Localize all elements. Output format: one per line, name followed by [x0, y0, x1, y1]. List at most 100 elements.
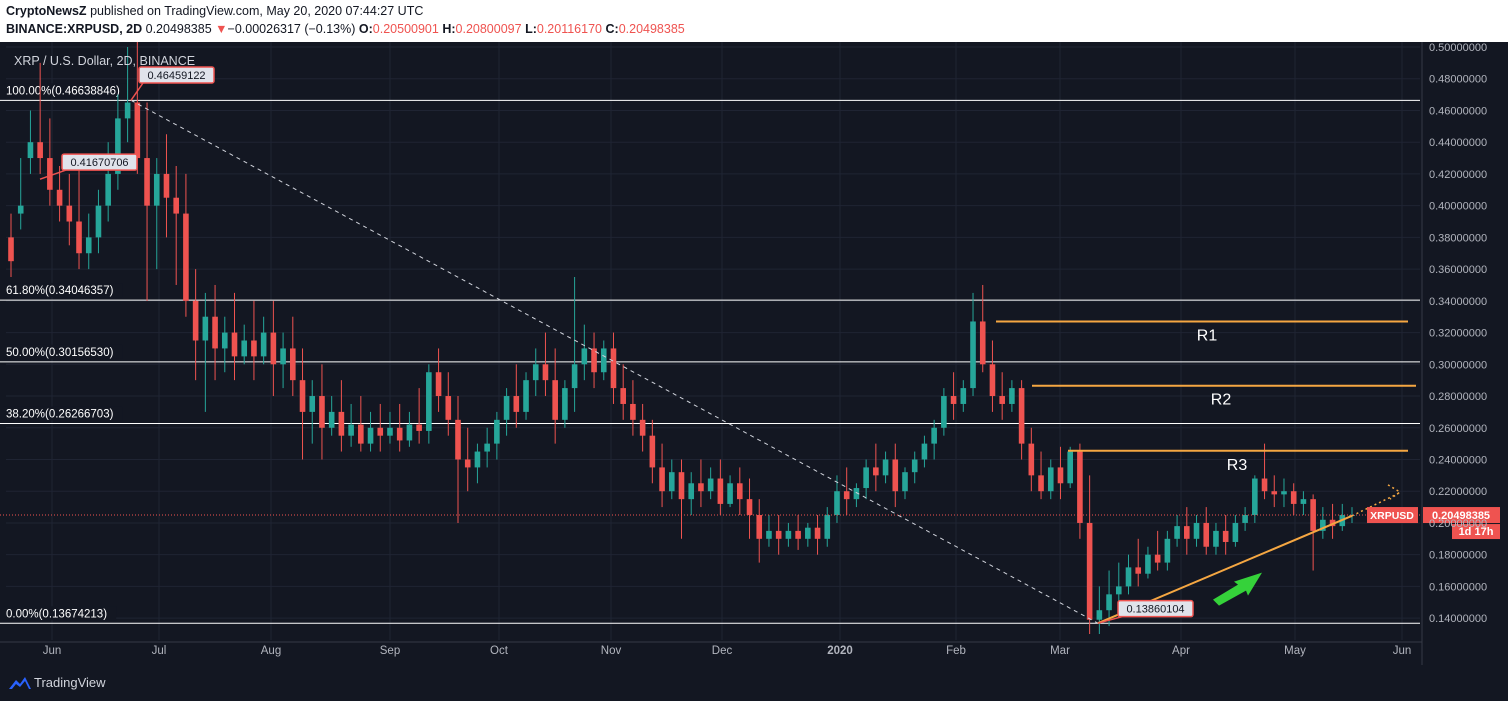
- candle-body: [37, 142, 43, 159]
- open-label: O:: [358, 22, 373, 36]
- y-tick-label: 0.24000000: [1429, 454, 1487, 466]
- author-name[interactable]: CryptoNewsZ: [6, 4, 87, 18]
- candle-body: [805, 527, 811, 539]
- candle-body: [426, 372, 432, 431]
- projection-arrow: [1387, 484, 1402, 500]
- candle-body: [989, 364, 996, 397]
- publish-info: CryptoNewsZ published on TradingView.com…: [6, 4, 423, 18]
- candle-body: [1164, 538, 1171, 563]
- candle-body: [1154, 554, 1161, 563]
- y-tick-label: 0.36000000: [1429, 264, 1487, 276]
- y-tick-label: 0.26000000: [1429, 423, 1487, 435]
- fib-label-bg: [3, 406, 123, 421]
- candle-body: [377, 427, 384, 436]
- candle-body: [552, 380, 558, 420]
- candle-body: [911, 459, 918, 473]
- candle-body: [1115, 586, 1122, 595]
- candle-body: [1281, 491, 1287, 495]
- candle-body: [610, 348, 617, 389]
- symbol-line: BINANCE:XRPUSD, 2D: [6, 22, 143, 36]
- symbol-badge-text: XRPUSD: [1370, 510, 1414, 522]
- price-chart[interactable]: 100.00%(0.46638846) 61.80%(0.34046357) 50.…: [0, 31, 1508, 665]
- fib-label-bg: [3, 344, 123, 359]
- overlays: R1 R2 R3 0.46459122 0.41670706 0.13860104 XRPU…: [0, 66, 1500, 625]
- callout-pointer: [39, 169, 67, 180]
- candle-body: [1320, 519, 1326, 531]
- x-tick-label: Aug: [261, 645, 281, 657]
- x-tick-label: Jun: [43, 645, 62, 657]
- candle-body: [309, 396, 316, 412]
- candle-body: [659, 467, 665, 492]
- y-tick-label: 0.42000000: [1429, 169, 1487, 181]
- price-callout-text: 0.41670706: [70, 157, 128, 169]
- fib-label: 61.80%(0.34046357): [6, 285, 114, 297]
- time-axis: Jun Jul Aug Sep Oct Nov Dec 2020 Feb Mar Apr May Jun: [0, 641, 1422, 657]
- x-tick-label: Sep: [380, 645, 400, 657]
- callout-pointer: [130, 82, 144, 101]
- y-tick-label: 0.44000000: [1429, 137, 1487, 149]
- candle-body: [17, 205, 24, 214]
- tradingview-logo-icon[interactable]: [8, 675, 32, 691]
- x-tick-label: Jul: [152, 645, 167, 657]
- candle-body: [979, 321, 986, 365]
- candle-body: [941, 396, 947, 428]
- high-value: 0.20800097: [455, 22, 522, 36]
- candle-body: [445, 396, 452, 420]
- low-value: 0.20116170: [536, 22, 602, 36]
- candle-body: [1009, 388, 1015, 404]
- candle-body: [1174, 526, 1180, 539]
- candles: [8, 31, 1355, 634]
- candle-body: [1184, 526, 1190, 539]
- x-tick-label: Apr: [1172, 645, 1190, 657]
- candle-body: [785, 530, 792, 539]
- x-tick-label: Feb: [946, 645, 966, 657]
- candle-body: [678, 472, 685, 500]
- candle-body: [8, 237, 14, 262]
- candle-body: [455, 419, 461, 460]
- candle-body: [124, 102, 131, 119]
- candle-body: [1242, 515, 1248, 523]
- fib-label-bg: [3, 283, 123, 298]
- grid: [6, 42, 1420, 640]
- candle-body: [513, 396, 520, 412]
- candle-body: [406, 424, 413, 441]
- down-arrow-icon: ▼: [215, 22, 228, 36]
- candle-body: [503, 396, 510, 420]
- x-tick-label: Mar: [1050, 645, 1070, 657]
- candle-body: [115, 118, 121, 174]
- candle-body: [231, 332, 238, 357]
- candle-body: [299, 380, 306, 412]
- candle-body: [523, 380, 529, 412]
- candle-body: [358, 424, 364, 444]
- candle-body: [1300, 499, 1307, 504]
- x-tick-label: Dec: [712, 645, 733, 657]
- fib-label: 38.20%(0.26266703): [6, 409, 114, 421]
- candle-body: [824, 515, 831, 539]
- candle-body: [882, 459, 889, 476]
- candle-body: [931, 427, 937, 444]
- candle-body: [144, 158, 150, 206]
- callout-pointer: [1097, 615, 1123, 624]
- candle-body: [1290, 491, 1297, 504]
- candle-body: [1310, 499, 1316, 531]
- brand-name[interactable]: TradingView: [34, 675, 106, 690]
- y-tick-label: 0.40000000: [1429, 201, 1487, 213]
- candle-body: [921, 443, 928, 460]
- candle-body: [85, 237, 92, 254]
- candle-body: [1261, 478, 1268, 492]
- price-badge-text: 0.20498385: [1432, 510, 1490, 522]
- candle-body: [542, 364, 549, 381]
- candle-body: [328, 411, 335, 428]
- candle-body: [367, 427, 374, 444]
- candle-body: [212, 316, 218, 349]
- candle-body: [192, 300, 199, 341]
- y-tick-label: 0.20000000: [1429, 518, 1487, 530]
- candle-body: [737, 483, 743, 500]
- chart-area[interactable]: 100.00%(0.46638846) 61.80%(0.34046357) 50.…: [0, 31, 1508, 665]
- candle-body: [1028, 443, 1035, 476]
- y-tick-label: 0.28000000: [1429, 391, 1487, 403]
- countdown-badge-text: 1d 17h: [1459, 526, 1494, 538]
- chart-title: XRP / U.S. Dollar, 2D, BINANCE: [14, 54, 195, 68]
- y-tick-label: 0.32000000: [1429, 328, 1487, 340]
- candle-body: [474, 451, 481, 468]
